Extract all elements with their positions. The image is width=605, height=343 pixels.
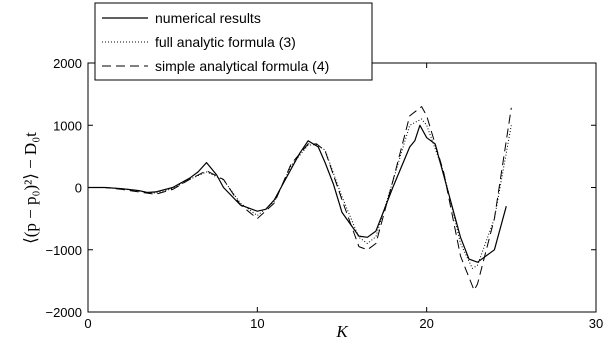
- y-tick-label: 2000: [53, 56, 82, 71]
- legend: numerical results full analytic formula …: [94, 2, 373, 81]
- legend-label-full-analytic: full analytic formula (3): [155, 34, 296, 50]
- axis-ticks: 0 10 20 30 −2000 −1000 0 1000 2000: [45, 56, 603, 331]
- x-axis-label: K: [335, 322, 349, 341]
- y-tick-label: 0: [75, 181, 82, 196]
- plot-frame: [87, 62, 597, 313]
- series-lines: [88, 106, 512, 291]
- y-tick-label: −2000: [45, 305, 82, 320]
- series-line-solid: [88, 124, 507, 263]
- y-axis-label: ⟨(p − p₀)²⟩ − D₀t: [21, 132, 40, 244]
- x-tick-label: 0: [84, 316, 91, 331]
- x-tick-label: 10: [250, 316, 264, 331]
- x-tick-label: 20: [419, 316, 433, 331]
- legend-label-simple-analytic: simple analytical formula (4): [155, 58, 329, 74]
- series-line-dashed: [88, 106, 512, 291]
- y-tick-label: −1000: [45, 243, 82, 258]
- x-tick-label: 30: [589, 316, 603, 331]
- y-tick-label: 1000: [53, 118, 82, 133]
- legend-label-numerical: numerical results: [155, 10, 261, 26]
